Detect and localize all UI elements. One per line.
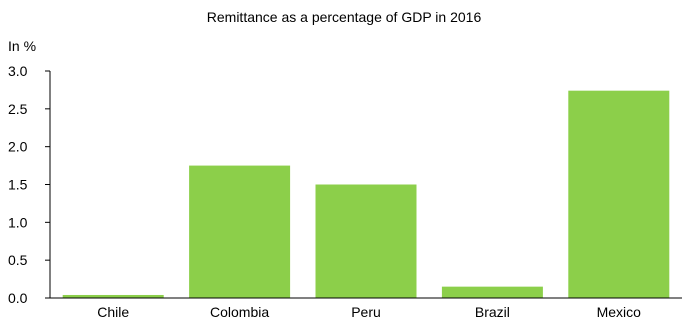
bar-colombia — [189, 165, 291, 298]
y-axis-label: In % — [8, 38, 36, 54]
x-tick-label: Mexico — [597, 304, 642, 320]
y-tick-label: 0.5 — [8, 252, 28, 268]
bar-brazil — [441, 286, 543, 298]
y-tick-label: 2.5 — [8, 101, 28, 117]
y-tick-label: 2.0 — [8, 139, 28, 155]
x-tick-label: Chile — [97, 304, 129, 320]
x-tick-label: Brazil — [475, 304, 510, 320]
x-tick-label: Colombia — [210, 304, 269, 320]
bar-chile — [62, 294, 164, 298]
bar-mexico — [568, 90, 670, 298]
y-tick-label: 1.0 — [8, 214, 28, 230]
bar-peru — [315, 184, 417, 298]
x-axis-labels: Chile Colombia Peru Brazil Mexico — [97, 304, 641, 320]
y-tick-label: 1.5 — [8, 177, 28, 193]
x-tick-label: Peru — [351, 304, 381, 320]
y-tick-label: 3.0 — [8, 63, 28, 79]
y-tick-label: 0.0 — [8, 290, 28, 306]
chart-title: Remittance as a percentage of GDP in 201… — [207, 9, 482, 25]
bars-group — [62, 90, 670, 298]
y-axis-ticks: 0.0 0.5 1.0 1.5 2.0 2.5 3.0 — [8, 63, 50, 306]
